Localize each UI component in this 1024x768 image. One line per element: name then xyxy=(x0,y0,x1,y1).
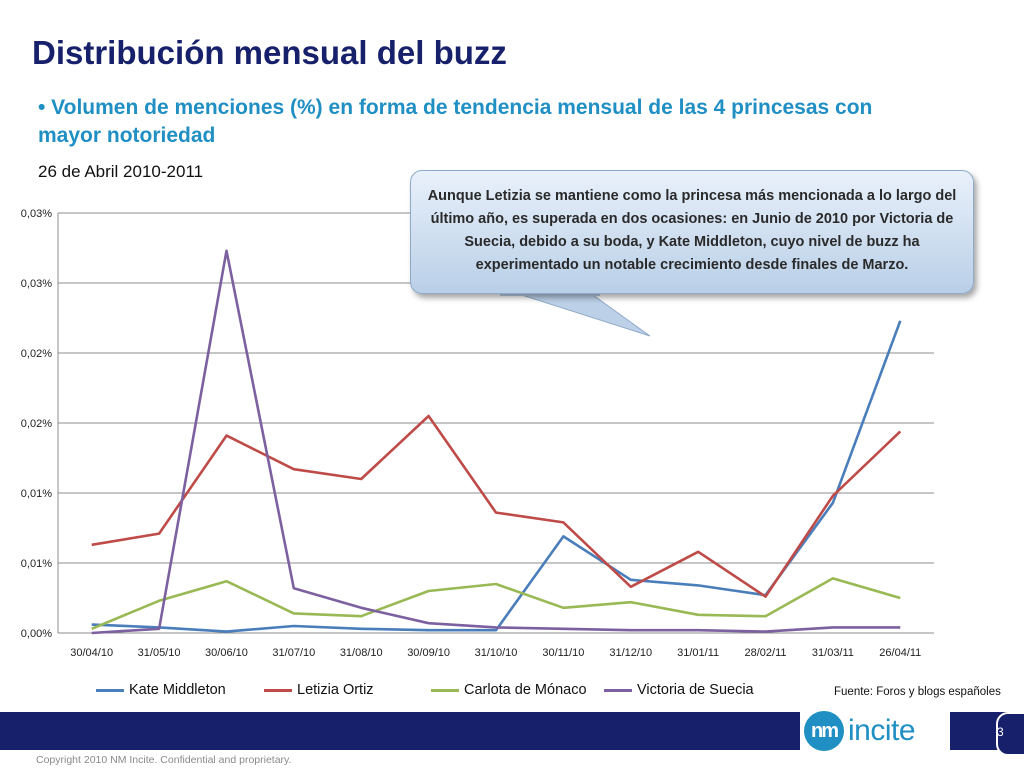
x-tick-label: 31/05/10 xyxy=(138,647,181,659)
legend-label: Kate Middleton xyxy=(129,682,226,698)
y-tick-label: 0,01% xyxy=(21,488,52,500)
x-tick-label: 30/06/10 xyxy=(205,647,248,659)
annotation-callout: Aunque Letizia se mantiene como la princ… xyxy=(410,170,974,294)
page-title: Distribución mensual del buzz xyxy=(32,34,507,71)
x-tick-label: 31/10/10 xyxy=(475,647,518,659)
x-tick-label: 31/08/10 xyxy=(340,647,383,659)
legend-item: Letizia Ortiz xyxy=(264,682,374,698)
legend-swatch xyxy=(431,688,459,692)
series-line-3 xyxy=(91,249,901,635)
x-tick-label: 31/03/11 xyxy=(812,647,854,659)
legend-swatch xyxy=(604,688,632,692)
x-tick-label: 31/01/11 xyxy=(677,647,719,659)
x-axis-ticks: 30/04/10 31/05/10 30/06/10 31/07/10 31/08/10… xyxy=(70,647,921,659)
chart-series xyxy=(91,249,902,635)
date-range: 26 de Abril 2010-2011 xyxy=(38,162,204,181)
series-line-2 xyxy=(91,577,901,631)
y-axis-ticks: 0,00% 0,01% 0,01% 0,02% 0,02% 0,03% 0,03% xyxy=(21,208,52,640)
source-note: Fuente: Foros y blogs españoles xyxy=(834,686,1001,698)
legend-label: Victoria de Suecia xyxy=(637,682,754,698)
y-tick-label: 0,00% xyxy=(21,628,52,640)
x-tick-label: 30/04/10 xyxy=(70,647,113,659)
x-tick-label: 31/12/10 xyxy=(609,647,652,659)
x-tick-label: 31/07/10 xyxy=(272,647,315,659)
nm-incite-logo: nm incite xyxy=(800,708,950,754)
y-tick-label: 0,03% xyxy=(21,278,52,290)
logo-text: incite xyxy=(848,714,916,747)
legend-item: Kate Middleton xyxy=(96,682,226,698)
page-subtitle: • Volumen de menciones (%) en forma de t… xyxy=(38,96,873,147)
legend-swatch xyxy=(264,688,292,692)
y-tick-label: 0,03% xyxy=(21,208,52,220)
copyright-notice: Copyright 2010 NM Incite. Confidential a… xyxy=(36,754,292,766)
logo-mark: nm xyxy=(804,711,844,751)
callout-pointer xyxy=(500,290,651,337)
legend-label: Letizia Ortiz xyxy=(297,682,374,698)
x-tick-label: 26/04/11 xyxy=(879,647,921,659)
legend-label: Carlota de Mónaco xyxy=(464,682,587,698)
page-number-tab xyxy=(996,712,1024,756)
x-tick-label: 30/11/10 xyxy=(542,647,584,659)
y-tick-label: 0,02% xyxy=(21,348,52,360)
legend-swatch xyxy=(96,688,124,692)
x-tick-label: 30/09/10 xyxy=(407,647,450,659)
y-tick-label: 0,01% xyxy=(21,558,52,570)
y-tick-label: 0,02% xyxy=(21,418,52,430)
x-tick-label: 28/02/11 xyxy=(745,647,787,659)
legend-item: Carlota de Mónaco xyxy=(431,682,587,698)
series-line-1 xyxy=(91,414,902,598)
legend-item: Victoria de Suecia xyxy=(604,682,754,698)
page-number: 3 xyxy=(997,725,1004,739)
